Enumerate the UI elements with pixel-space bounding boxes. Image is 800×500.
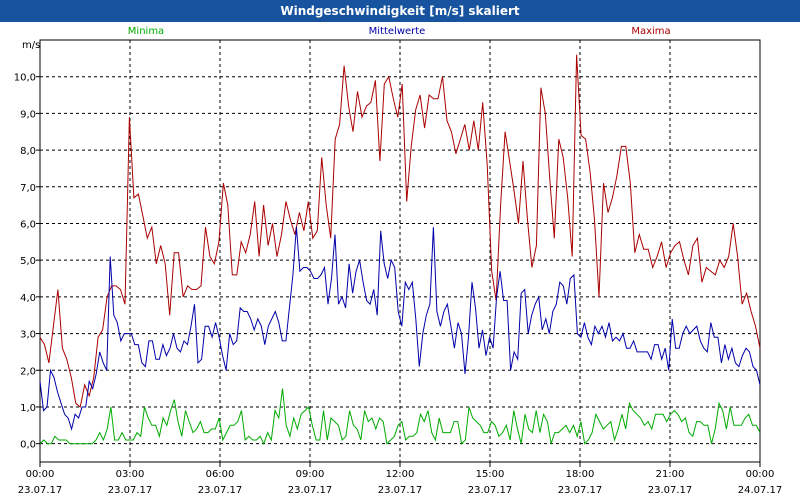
series-line-minima [39, 388, 761, 445]
x-tick-date: 23.07.17 [198, 485, 243, 496]
y-tick-label: 5,0 [20, 256, 36, 267]
y-tick-label: 9,0 [20, 109, 36, 120]
series-lines [39, 54, 761, 445]
y-tick-label: 7,0 [20, 183, 36, 194]
y-axis-unit: m/s [22, 40, 40, 51]
x-tick-time: 00:00 [26, 469, 55, 480]
x-tick-time: 03:00 [116, 469, 145, 480]
series-line-maxima [39, 54, 761, 408]
x-tick-date: 23.07.17 [288, 485, 333, 496]
y-tick-label: 2,0 [20, 366, 36, 377]
chart-title: Windgeschwindigkeit [m/s] skaliert [0, 0, 800, 22]
x-tick-time: 09:00 [296, 469, 325, 480]
x-tick-date: 23.07.17 [468, 485, 513, 496]
x-axis: 00:00 23.07.17 03:00 23.07.17 06:00 23.07.17 0… [18, 462, 783, 496]
x-tick-time: 21:00 [656, 469, 685, 480]
series-line-mittelwerte [39, 227, 761, 431]
legend-minima: Minima [128, 26, 164, 37]
y-tick-label: 8,0 [20, 146, 36, 157]
legend-mittelwerte: Mittelwerte [369, 26, 426, 37]
chart-area: Minima Mittelwerte Maxima m/s 0,0 1,0 2,0 3… [14, 26, 783, 496]
x-tick-time: 12:00 [386, 469, 415, 480]
y-tick-label: 10,0 [14, 73, 36, 84]
y-axis: 0,0 1,0 2,0 3,0 4,0 5,0 6,0 7,0 8,0 9,0 10,0 [14, 73, 40, 451]
x-tick-time: 18:00 [566, 469, 595, 480]
y-tick-label: 0,0 [20, 440, 36, 451]
y-tick-label: 6,0 [20, 219, 36, 230]
x-tick-date: 23.07.17 [648, 485, 693, 496]
x-tick-date: 23.07.17 [378, 485, 423, 496]
x-tick-date: 23.07.17 [108, 485, 153, 496]
x-tick-date: 23.07.17 [558, 485, 603, 496]
y-tick-label: 3,0 [20, 330, 36, 341]
x-tick-time: 15:00 [476, 469, 505, 480]
x-tick-date: 23.07.17 [18, 485, 63, 496]
x-tick-time: 06:00 [206, 469, 235, 480]
x-tick-date: 24.07.17 [738, 485, 783, 496]
y-tick-label: 1,0 [20, 403, 36, 414]
legend-maxima: Maxima [631, 26, 670, 37]
grid-lines [39, 39, 761, 463]
y-tick-label: 4,0 [20, 293, 36, 304]
x-tick-time: 00:00 [746, 469, 775, 480]
